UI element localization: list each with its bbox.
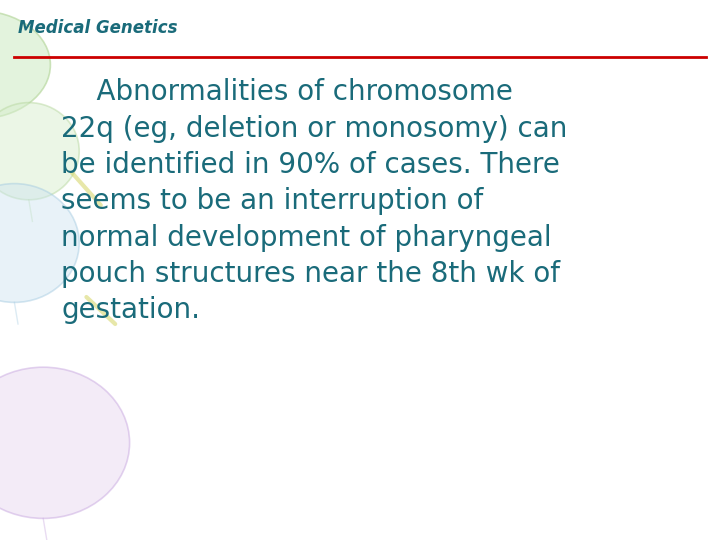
Ellipse shape bbox=[0, 367, 130, 518]
Ellipse shape bbox=[0, 11, 50, 119]
Ellipse shape bbox=[0, 103, 79, 200]
Text: Abnormalities of chromosome
22q (eg, deletion or monosomy) can
be identified in : Abnormalities of chromosome 22q (eg, del… bbox=[61, 78, 567, 325]
Text: Medical Genetics: Medical Genetics bbox=[18, 19, 178, 37]
Ellipse shape bbox=[0, 184, 79, 302]
